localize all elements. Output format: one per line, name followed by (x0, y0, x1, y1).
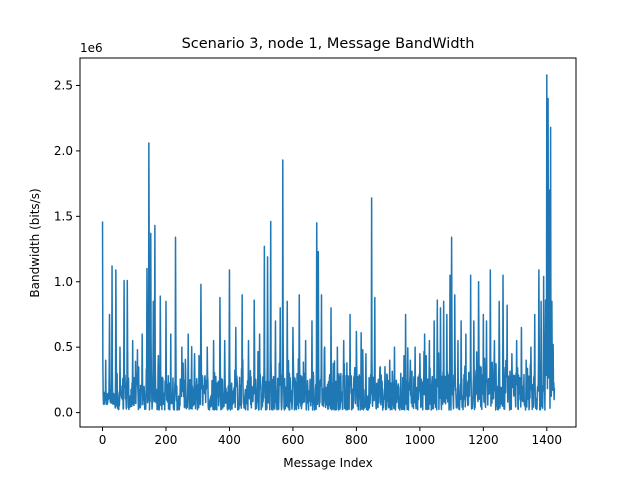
x-axis-ticks: 0 200 400 600 800 1000 1200 1400 (99, 427, 562, 447)
x-tick-label: 1200 (468, 433, 499, 447)
x-tick-label: 600 (281, 433, 304, 447)
y-axis-ticks: 0.0 0.5 1.0 1.5 2.0 2.5 (54, 78, 80, 420)
y-tick-label: 0.0 (54, 406, 73, 420)
y-tick-label: 1.0 (54, 275, 73, 289)
y-tick-label: 1.5 (54, 209, 73, 223)
y-tick-label: 2.5 (54, 78, 73, 92)
series-layer (101, 74, 556, 411)
x-tick-label: 1400 (532, 433, 563, 447)
y-axis-label: Bandwidth (bits/s) (28, 188, 42, 297)
y-tick-label: 0.5 (54, 340, 73, 354)
x-tick-label: 400 (218, 433, 241, 447)
x-tick-label: 1000 (405, 433, 436, 447)
x-tick-label: 200 (155, 433, 178, 447)
x-tick-label: 0 (99, 433, 107, 447)
axes-frame (79, 57, 577, 428)
chart-title: Scenario 3, node 1, Message BandWidth (182, 36, 475, 52)
x-axis-label: Message Index (283, 456, 372, 470)
y-tick-label: 2.0 (54, 144, 73, 158)
bandwidth-series-line (101, 74, 556, 411)
y-axis-offset-label: 1e6 (80, 41, 103, 55)
x-tick-label: 800 (345, 433, 368, 447)
